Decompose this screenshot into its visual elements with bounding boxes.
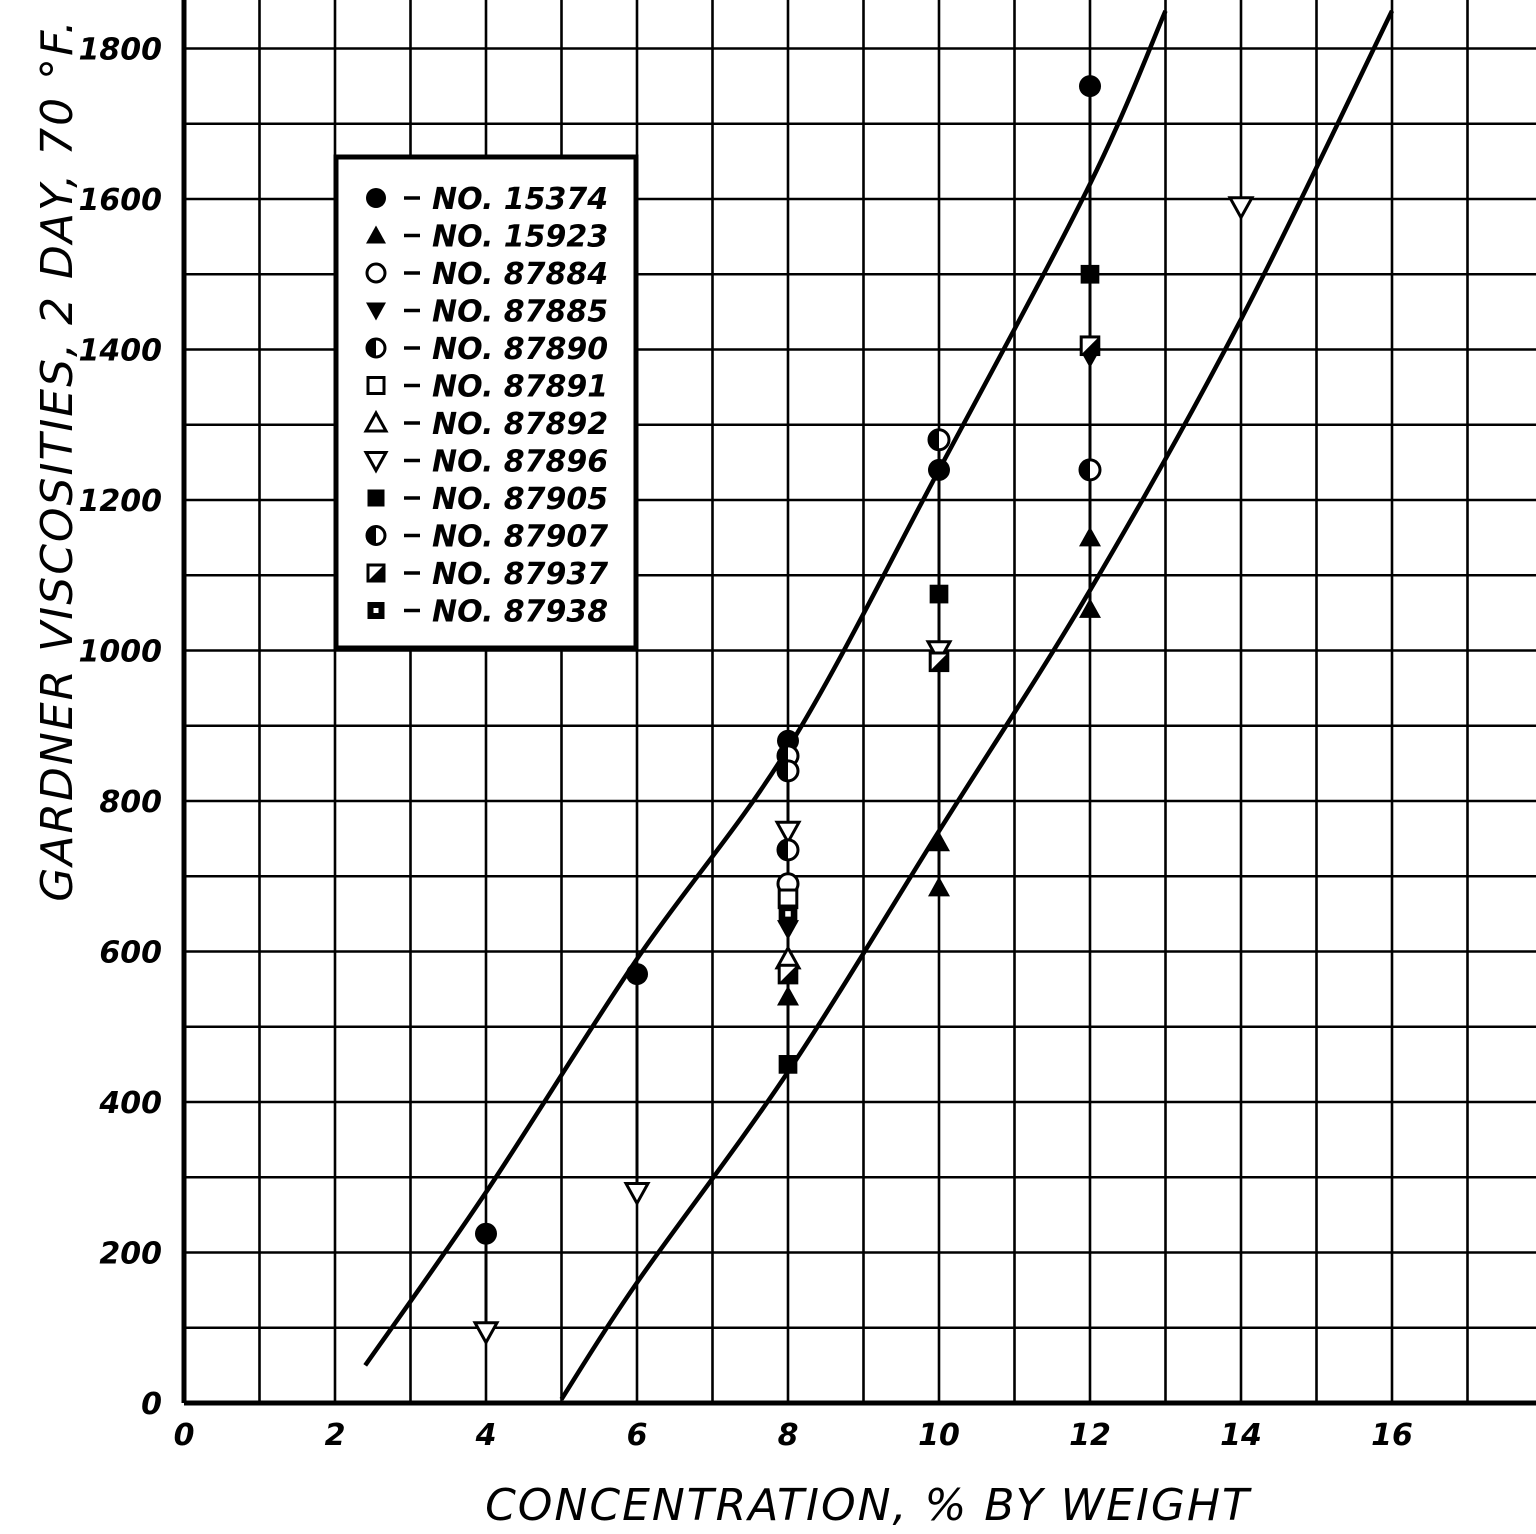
legend-marker [366,188,386,208]
x-tick-label: 14 [1220,1418,1262,1453]
x-tick-labels: 0 2 4 6 8 10 12 14 16 [174,1418,1413,1453]
legend-label: NO. 87896 [432,445,608,480]
legend-entry: NO. 87905 [367,482,608,517]
legend-marker [363,451,389,474]
y-tick-label: 1400 [79,334,163,369]
legend-entry: NO. 87896 [363,445,608,480]
legend-label: NO. 15923 [432,220,608,255]
legend-entry: NO. 87885 [366,295,608,330]
legend-entry: NO. 87938 [367,595,608,630]
data-point [475,1222,497,1245]
data-point [929,584,949,604]
legend-marker [366,302,386,321]
legend-entry: NO. 15923 [366,220,608,255]
legend-entry: NO. 15374 [366,182,608,217]
data-point [777,963,799,985]
legend-label: NO. 87907 [432,520,608,555]
legend-marker [367,489,385,507]
legend-marker [366,225,386,244]
data-point [777,920,799,940]
legend-label: NO. 87891 [432,370,608,405]
data-point [928,458,950,481]
x-tick-label: 6 [627,1418,648,1453]
legend-entry: NO. 87892 [363,407,608,442]
legend-marker [366,376,386,395]
legend-marker [363,409,389,433]
data-point [776,838,800,862]
data-point [623,1182,651,1207]
data-point [778,904,798,924]
data-point [928,651,950,673]
data-point [1227,196,1255,221]
data-point [927,428,951,452]
data-point [1079,598,1101,618]
x-tick-label: 0 [174,1418,195,1453]
data-point [778,1055,798,1074]
fitted-curve [559,9,1395,1401]
axes [181,0,1536,1406]
legend-label: NO. 87905 [432,482,608,517]
y-tick-label: 1000 [79,635,163,670]
legend-box [333,154,639,651]
legend-label: NO. 87892 [432,407,608,442]
legend-label: NO. 87884 [432,257,608,292]
data-point [626,963,648,986]
data-point [1080,264,1100,284]
data-point [776,759,800,783]
legend-label: NO. 87890 [432,332,608,367]
legend-entry: NO. 87891 [366,370,608,405]
data-point [928,831,950,852]
x-axis-label: CONCENTRATION, % BY WEIGHT [485,1480,1252,1531]
data-point [1079,335,1101,357]
legend-marker [365,337,387,359]
data-point [774,820,802,846]
legend-label: NO. 87885 [432,295,608,330]
x-tick-label: 2 [325,1418,346,1453]
legend-marker [365,262,387,284]
x-tick-label: 12 [1069,1418,1111,1453]
data-point [1078,458,1102,482]
x-tick-label: 10 [918,1418,960,1453]
y-tick-labels: 0 200 400 600 800 1000 1200 1400 1600 1800 [79,33,163,1423]
y-tick-label: 1200 [79,484,163,519]
x-tick-label: 4 [475,1418,497,1453]
legend-entry: NO. 87890 [365,332,608,367]
legend-label: NO. 15374 [432,182,608,217]
y-tick-label: 1800 [79,33,163,68]
x-tick-label: 8 [778,1418,799,1453]
data-point [472,1321,500,1346]
y-tick-label: 400 [98,1086,162,1121]
legend-entry: NO. 87884 [365,257,608,292]
legend-entry: NO. 87937 [366,557,608,592]
data-point [1079,526,1101,547]
y-axis-label: GARDNER VISCOSITIES, 2 DAY, 70 °F. [32,18,83,901]
legend-label: NO. 87938 [432,595,608,630]
y-tick-label: 1600 [79,183,163,218]
data-point [928,876,950,897]
x-tick-label: 16 [1371,1418,1413,1453]
legend-label: NO. 87937 [432,557,608,592]
legend-entry: NO. 87907 [365,520,608,555]
y-tick-label: 600 [99,936,162,971]
data-point [777,985,799,1006]
data-points [472,75,1255,1346]
legend-marker [367,602,385,619]
y-tick-label: 0 [141,1387,162,1422]
data-point [1079,75,1101,98]
legend-marker [365,525,387,546]
y-tick-label: 200 [99,1237,162,1272]
y-tick-label: 800 [99,785,162,820]
legend-marker [366,563,386,583]
